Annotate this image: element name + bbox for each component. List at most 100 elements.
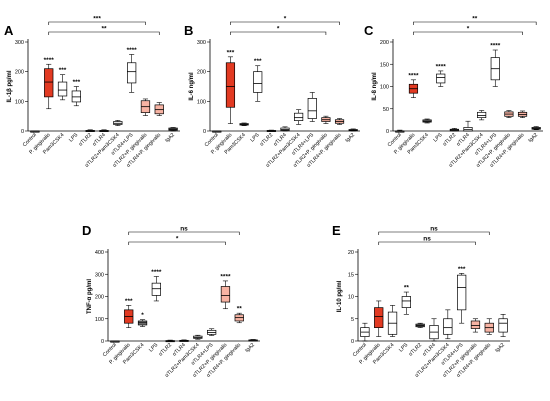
comparison-bracket xyxy=(230,31,327,35)
bracket-label: * xyxy=(284,16,287,23)
box-rect xyxy=(71,90,81,103)
box-9: **αTLR4+P. gingivalis xyxy=(206,306,244,379)
y-tick-label: 10 xyxy=(348,295,354,301)
x-tick-label: αTLR2 xyxy=(442,132,457,147)
comparison-bracket xyxy=(378,241,476,245)
comparison-bracket xyxy=(230,21,340,25)
y-tick-label: 0 xyxy=(351,339,354,345)
significance-stars: **** xyxy=(127,47,138,54)
box-3: ** LPS xyxy=(398,285,411,353)
box-rect xyxy=(401,296,411,308)
y-tick-label: 50 xyxy=(383,107,389,113)
box-rect xyxy=(307,98,317,119)
y-tick-label: 300 xyxy=(95,272,104,278)
y-tick-label: 300 xyxy=(15,40,24,46)
y-tick-label: 200 xyxy=(380,40,389,46)
bracket-label: ns xyxy=(180,226,188,233)
box-3: *** LPS xyxy=(249,58,263,144)
panel-letter: D xyxy=(82,223,91,238)
box-3: *** LPS xyxy=(68,79,81,143)
comparison-bracket xyxy=(413,31,523,35)
box-rect xyxy=(57,81,68,97)
bracket-label: ns xyxy=(430,226,438,233)
y-tick-label: 200 xyxy=(197,70,206,76)
box-10: IgA2 xyxy=(244,339,258,354)
x-tick-label: IgA2 xyxy=(527,132,539,144)
box-rect xyxy=(374,307,384,328)
box-10: IgA2 xyxy=(164,127,178,144)
y-axis-label: IL-1β pg/ml xyxy=(7,70,13,102)
y-tick-label: 100 xyxy=(380,85,389,91)
y-tick-label: 150 xyxy=(380,62,389,68)
y-tick-label: 0 xyxy=(386,129,389,135)
box-rect xyxy=(44,68,54,98)
significance-stars: *** xyxy=(458,266,466,273)
bracket-label: * xyxy=(277,26,280,33)
x-tick-label: LPS xyxy=(68,132,80,144)
y-tick-label: 100 xyxy=(95,317,104,323)
comparison-bracket xyxy=(128,231,240,235)
x-tick-label: αTLR2 xyxy=(408,342,423,357)
significance-stars: **** xyxy=(408,72,419,79)
bracket-label: ** xyxy=(472,16,478,23)
box-10: IgA2 xyxy=(494,313,508,354)
y-tick-label: 0 xyxy=(21,129,24,135)
box-rect xyxy=(436,73,446,84)
y-tick-label: 0 xyxy=(101,339,104,345)
y-tick-label: 200 xyxy=(15,70,24,76)
box-10: IgA2 xyxy=(344,128,358,144)
y-tick-label: 0 xyxy=(203,129,206,135)
significance-stars: **** xyxy=(490,43,501,50)
box-rect xyxy=(294,112,304,121)
x-tick-label: IgA2 xyxy=(164,132,176,144)
box-rect xyxy=(470,320,481,329)
comparison-bracket xyxy=(128,241,226,245)
significance-stars: ** xyxy=(404,285,410,292)
bracket-label: ns xyxy=(423,236,431,243)
significance-stars: *** xyxy=(59,67,67,74)
y-tick-label: 200 xyxy=(95,295,104,301)
box-rect xyxy=(151,282,161,296)
panel-letter: C xyxy=(364,23,374,38)
y-tick-label: 5 xyxy=(351,317,354,323)
box-rect xyxy=(220,286,231,303)
y-axis-label: IL-6 ng/ml xyxy=(189,72,195,101)
box-rect xyxy=(463,127,473,132)
x-tick-label: IgA2 xyxy=(244,342,256,354)
bracket-label: * xyxy=(467,26,470,33)
y-axis-label: IL-10 pg/ml xyxy=(337,280,343,312)
x-tick-label: αTLR2 xyxy=(78,132,93,147)
comparison-bracket xyxy=(48,31,160,35)
significance-stars: *** xyxy=(73,79,81,86)
x-tick-label: αTLR2 xyxy=(259,132,274,147)
box-3: **** LPS xyxy=(432,63,446,143)
panel-letter: E xyxy=(332,223,341,238)
y-axis-label: TNF-α pg/ml xyxy=(87,279,93,314)
bracket-label: ** xyxy=(101,26,107,33)
significance-stars: *** xyxy=(254,58,262,65)
bracket-label: * xyxy=(176,236,179,243)
significance-stars: **** xyxy=(151,269,162,276)
box-rect xyxy=(457,274,467,311)
y-tick-label: 15 xyxy=(348,272,354,278)
box-rect xyxy=(477,111,487,118)
significance-stars: *** xyxy=(125,298,133,305)
box-10: IgA2 xyxy=(527,126,541,144)
y-tick-label: 20 xyxy=(348,250,354,256)
box-rect xyxy=(253,71,263,93)
x-tick-label: LPS xyxy=(432,132,444,144)
comparison-bracket xyxy=(48,21,146,25)
x-tick-label: LPS xyxy=(249,132,261,144)
panel-letter: B xyxy=(184,23,193,38)
box-rect xyxy=(443,318,453,335)
box-3: **** LPS xyxy=(148,269,162,353)
significance-stars: **** xyxy=(436,63,447,70)
bracket-label: *** xyxy=(93,16,101,23)
y-tick-label: 100 xyxy=(197,99,206,105)
